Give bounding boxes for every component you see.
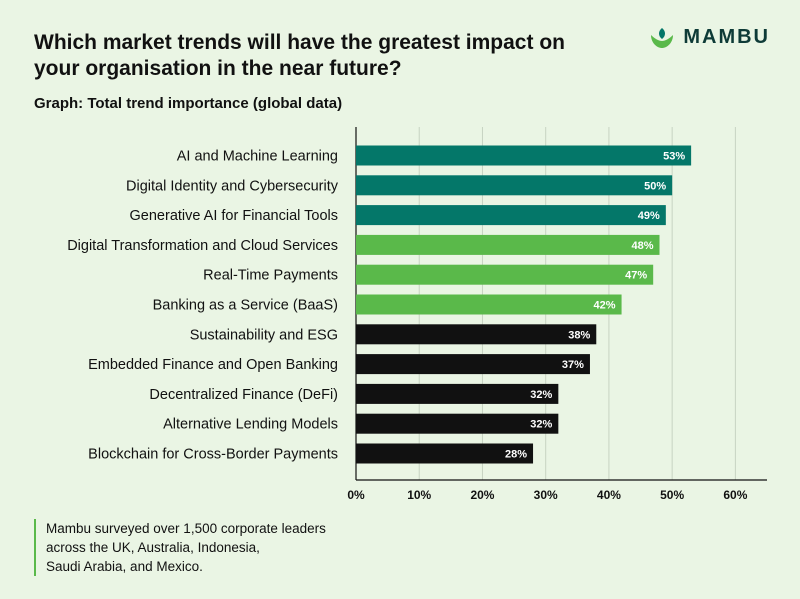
mambu-logo: MAMBU [649,26,770,49]
x-tick-label: 0% [347,488,365,502]
footnote-line: Saudi Arabia, and Mexico. [46,559,203,574]
category-label: AI and Machine Learning [177,149,338,165]
bar-value-label: 32% [530,419,552,431]
category-label: Digital Transformation and Cloud Service… [67,238,338,254]
x-tick-label: 60% [723,488,747,502]
category-label: Generative AI for Financial Tools [130,208,338,224]
x-tick-label: 10% [407,488,431,502]
leaf-icon [651,27,674,48]
survey-footnote: Mambu surveyed over 1,500 corporate lead… [34,519,366,576]
bar [356,324,597,345]
category-label: Sustainability and ESG [190,327,338,343]
category-label: Digital Identity and Cybersecurity [126,178,339,194]
footnote-line: across the UK, Australia, Indonesia, [46,540,260,555]
bar-value-label: 53% [663,151,685,163]
category-label: Decentralized Finance (DeFi) [149,387,338,403]
bar [356,264,654,285]
category-label: Embedded Finance and Open Banking [88,357,338,373]
bar-value-label: 38% [568,329,590,341]
bar-value-label: 49% [638,210,660,222]
bar-value-label: 48% [631,240,653,252]
bar [356,205,666,226]
bar [356,354,590,375]
bar [356,234,660,255]
footnote-line: Mambu surveyed over 1,500 corporate lead… [46,521,326,536]
bar [356,383,559,404]
bar [356,145,692,166]
chart-title: Which market trends will have the greate… [34,31,565,80]
bar [356,294,622,315]
category-label: Banking as a Service (BaaS) [153,298,338,314]
category-label: Blockchain for Cross-Border Payments [88,447,338,463]
x-tick-label: 40% [597,488,621,502]
bar-value-label: 42% [594,300,616,312]
bar-value-label: 47% [625,270,647,282]
x-tick-label: 20% [470,488,494,502]
logo-text: MAMBU [683,26,770,48]
bar-value-label: 28% [505,449,527,461]
bar-value-label: 32% [530,389,552,401]
bar [356,443,534,464]
bar-value-label: 50% [644,180,666,192]
bar [356,175,673,196]
bar-value-label: 37% [562,359,584,371]
bar [356,413,559,434]
category-label: Alternative Lending Models [163,417,338,433]
x-tick-label: 50% [660,488,684,502]
category-label: Real-Time Payments [203,268,338,284]
x-tick-label: 30% [534,488,558,502]
chart-subtitle: Graph: Total trend importance (global da… [34,95,343,112]
